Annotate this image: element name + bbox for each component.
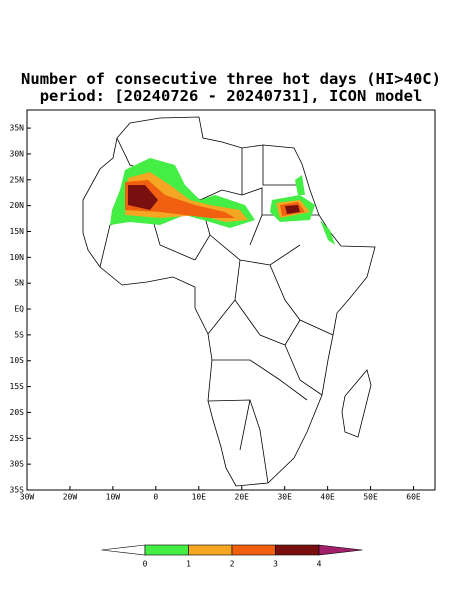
colorbar-label: 0	[143, 560, 148, 569]
y-tick-label: 35S	[10, 486, 25, 495]
y-tick-label: 15S	[10, 382, 25, 391]
x-tick-label: 10W	[106, 493, 121, 502]
x-tick-label: 40E	[320, 493, 335, 502]
y-tick-label: 25N	[10, 175, 25, 184]
colorbar-end	[318, 544, 363, 556]
x-tick-label: 20W	[63, 493, 78, 502]
x-tick-label: 50E	[363, 493, 378, 502]
y-tick-label: 5N	[14, 279, 24, 288]
africa-outline	[82, 116, 376, 487]
colorbar-label: 2	[230, 560, 235, 569]
x-tick-label: 0	[153, 493, 158, 502]
map-title: Number of consecutive three hot days (HI…	[21, 70, 441, 88]
y-tick-label: 25S	[10, 434, 25, 443]
x-tick-label: 30E	[277, 493, 292, 502]
area-level-1	[110, 158, 335, 245]
x-tick-label: 30W	[20, 493, 35, 502]
colorbar-segment	[144, 544, 189, 556]
map-frame	[26, 109, 436, 491]
colorbar-end	[101, 544, 146, 556]
y-tick-label: EQ	[14, 305, 24, 314]
colorbar-segment	[275, 544, 320, 556]
y-tick-label: 20N	[10, 201, 25, 210]
hot-day-areas	[110, 158, 335, 245]
y-tick-label: 5S	[14, 330, 24, 339]
colorbar-label: 3	[273, 560, 278, 569]
y-tick-label: 20S	[10, 408, 25, 417]
x-tick-label: 10E	[192, 493, 207, 502]
x-tick-label: 60E	[406, 493, 421, 502]
y-tick-label: 30S	[10, 460, 25, 469]
y-tick-label: 10N	[10, 253, 25, 262]
y-tick-label: 10S	[10, 356, 25, 365]
madagascar	[341, 369, 372, 438]
colorbar-label: 4	[317, 560, 322, 569]
x-tick-label: 20E	[235, 493, 250, 502]
colorbar-label: 1	[186, 560, 191, 569]
map-subtitle: period: [20240726 - 20240731], ICON mode…	[40, 87, 423, 105]
y-tick-label: 30N	[10, 149, 25, 158]
colorbar-segment	[231, 544, 276, 556]
y-tick-label: 15N	[10, 227, 25, 236]
y-tick-label: 35N	[10, 124, 25, 133]
area-level-4	[128, 185, 300, 214]
area-level-3	[125, 180, 305, 218]
colorbar-segment	[188, 544, 233, 556]
